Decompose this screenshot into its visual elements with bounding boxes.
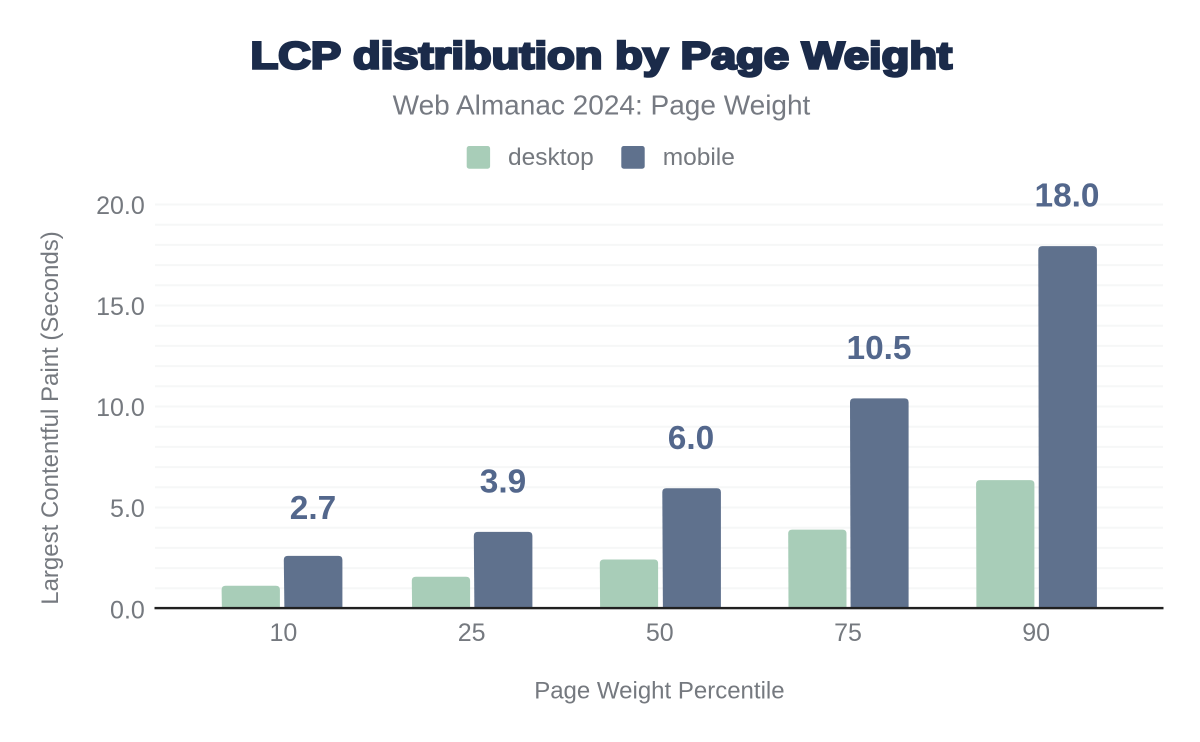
svg-text:10.5: 10.5: [847, 330, 912, 367]
svg-text:15.0: 15.0: [96, 293, 145, 321]
svg-text:Web Almanac 2024: Page Weight: Web Almanac 2024: Page Weight: [393, 90, 811, 121]
svg-text:25: 25: [458, 619, 486, 647]
svg-text:50: 50: [646, 619, 674, 647]
svg-text:3.9: 3.9: [480, 464, 526, 501]
svg-text:18.0: 18.0: [1035, 178, 1100, 215]
svg-text:6.0: 6.0: [668, 420, 714, 457]
svg-text:Largest Contentful Paint (Seco: Largest Contentful Paint (Seconds): [37, 231, 64, 605]
svg-text:90: 90: [1022, 619, 1050, 647]
svg-text:10: 10: [269, 619, 297, 647]
svg-text:mobile: mobile: [663, 144, 735, 171]
svg-text:0.0: 0.0: [110, 597, 145, 625]
svg-text:2.7: 2.7: [290, 490, 336, 527]
svg-text:10.0: 10.0: [96, 394, 145, 422]
svg-text:75: 75: [834, 619, 862, 647]
svg-text:desktop: desktop: [508, 144, 594, 171]
svg-text:5.0: 5.0: [110, 495, 145, 523]
svg-text:Page Weight Percentile: Page Weight Percentile: [534, 678, 784, 705]
svg-text:20.0: 20.0: [96, 192, 145, 220]
svg-text:LCP distribution by Page Weigh: LCP distribution by Page Weight: [250, 34, 952, 77]
